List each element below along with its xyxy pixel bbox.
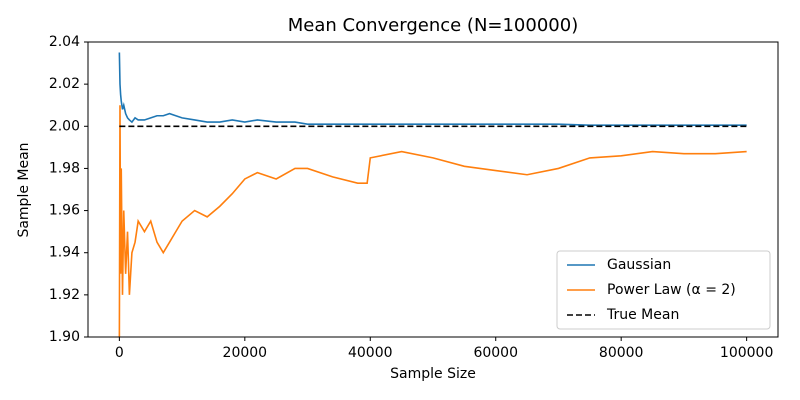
x-tick-label: 60000	[473, 345, 518, 361]
legend-label: Power Law (α = 2)	[607, 282, 736, 298]
legend-box	[556, 250, 771, 330]
y-axis-label: Sample Mean	[16, 142, 32, 237]
chart-title: Mean Convergence (N=100000)	[288, 15, 578, 36]
y-tick-label: 2.00	[49, 118, 80, 134]
x-tick-label: 80000	[599, 345, 644, 361]
x-tick-label: 20000	[223, 345, 268, 361]
y-tick-label: 1.90	[49, 329, 80, 345]
series-line	[118, 105, 747, 337]
legend-label: Gaussian	[607, 257, 671, 273]
series-line	[118, 52, 747, 127]
plot-frame	[87, 41, 779, 338]
y-tick-label: 1.94	[49, 245, 80, 261]
y-tick-label: 1.98	[49, 160, 80, 176]
x-tick-label: 40000	[348, 345, 393, 361]
y-tick-label: 1.92	[49, 287, 80, 303]
x-tick-label: 0	[115, 345, 124, 361]
x-axis-label: Sample Size	[390, 366, 476, 382]
y-tick-label: 2.04	[49, 34, 80, 50]
x-tick-label: 100000	[720, 345, 773, 361]
y-tick-label: 2.02	[49, 76, 80, 92]
y-tick-label: 1.96	[49, 203, 80, 219]
legend-label: True Mean	[606, 307, 679, 323]
